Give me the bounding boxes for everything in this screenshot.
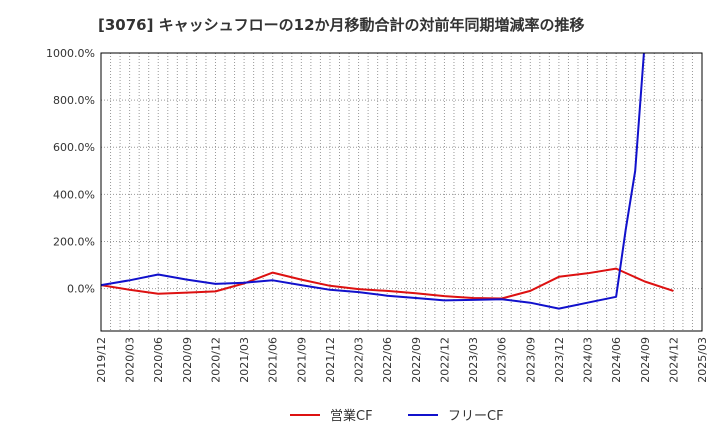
x-tick-label: 2020/12 [209,337,222,383]
x-tick-label: 2024/12 [667,337,680,383]
y-axis: 0.0% 200.0% 400.0% 600.0% 800.0% 1000.0% [46,47,95,296]
x-tick-label: 2023/06 [496,337,509,383]
x-tick-label: 2024/09 [639,337,652,383]
plot-border [100,52,703,332]
x-tick-label: 2024/03 [582,337,595,383]
legend: 営業CF フリーCF [290,408,504,424]
x-tick-label: 2022/03 [353,337,366,383]
x-axis: 2019/12 2020/03 2020/06 2020/09 2020/12 2021/… [95,337,709,383]
x-tick-label: 2020/09 [181,337,194,383]
x-tick-label: 2022/09 [410,337,423,383]
legend-label: 営業CF [330,408,373,424]
y-tick-label: 1000.0% [46,47,95,60]
x-tick-label: 2021/12 [324,337,337,383]
x-tick-label: 2019/12 [95,337,108,383]
grid-lines [100,52,703,331]
legend-label: フリーCF [448,409,504,424]
y-tick-label: 600.0% [53,141,95,154]
x-tick-label: 2021/03 [238,337,251,383]
x-tick-label: 2023/09 [524,337,537,383]
x-tick-label: 2020/06 [152,337,165,383]
y-tick-label: 200.0% [53,235,95,248]
chart-title: [3076] キャッシュフローの12か月移動合計の対前年同期増減率の推移 [98,16,585,34]
series-line-operating-cf [101,267,674,300]
x-tick-label: 2024/06 [610,337,623,383]
y-tick-label: 800.0% [53,94,95,107]
plot-area [101,53,702,331]
x-tick-label: 2023/12 [553,337,566,383]
x-tick-label: 2023/03 [467,337,480,383]
x-tick-label: 2022/12 [438,337,451,383]
x-tick-label: 2021/09 [295,337,308,383]
x-tick-label: 2020/03 [124,337,137,383]
y-tick-label: 0.0% [67,283,95,296]
x-tick-label: 2022/06 [381,337,394,383]
series-line-free-cf [101,53,645,310]
x-tick-label: 2025/03 [696,337,709,383]
series-layer [101,53,674,310]
y-tick-label: 400.0% [53,188,95,201]
x-tick-label: 2021/06 [267,337,280,383]
